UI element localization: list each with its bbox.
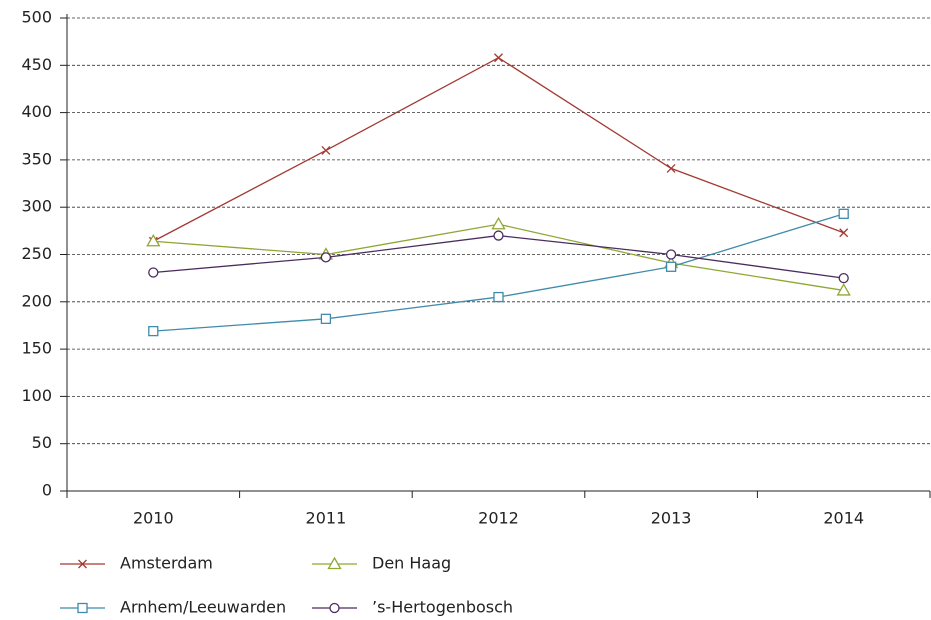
- marker: [494, 53, 503, 63]
- marker: [839, 228, 849, 238]
- marker: [77, 602, 88, 614]
- marker: [666, 163, 676, 173]
- x-tick-label: 2010: [133, 509, 174, 528]
- marker: [491, 216, 506, 230]
- legend-label: Den Haag: [372, 554, 451, 573]
- y-tick-label: 250: [21, 244, 52, 263]
- marker: [493, 230, 504, 241]
- marker: [320, 252, 332, 263]
- marker: [493, 291, 504, 303]
- marker: [836, 283, 851, 296]
- series-line: [152, 56, 844, 242]
- y-tick-label: 200: [21, 291, 52, 310]
- y-tick-label: 450: [21, 55, 52, 74]
- y-tick-label: 350: [21, 149, 52, 168]
- marker: [146, 233, 161, 247]
- x-tick-label: 2013: [651, 509, 692, 528]
- marker: [838, 208, 849, 219]
- series-line: [153, 234, 844, 279]
- marker: [321, 145, 331, 155]
- marker: [665, 261, 677, 272]
- y-tick-label: 100: [21, 386, 52, 405]
- marker: [327, 556, 342, 570]
- marker: [329, 602, 340, 614]
- marker: [78, 559, 87, 569]
- marker: [320, 313, 332, 324]
- legend-label: ’s-Hertogenbosch: [372, 598, 513, 617]
- y-tick-label: 300: [21, 197, 52, 216]
- x-tick-label: 2012: [478, 509, 519, 528]
- y-tick-label: 150: [21, 339, 52, 358]
- legend-label: Arnhem/Leeuwarden: [120, 598, 286, 617]
- y-tick-label: 50: [32, 433, 52, 452]
- y-tick-label: 400: [21, 102, 52, 121]
- y-tick-label: 0: [42, 481, 52, 500]
- marker: [838, 272, 849, 284]
- x-tick-label: 2014: [823, 509, 864, 528]
- marker: [148, 325, 159, 337]
- marker: [665, 249, 677, 260]
- marker: [148, 267, 159, 278]
- y-tick-label: 500: [21, 8, 52, 27]
- x-tick-label: 2011: [306, 509, 347, 528]
- legend-label: Amsterdam: [120, 554, 213, 573]
